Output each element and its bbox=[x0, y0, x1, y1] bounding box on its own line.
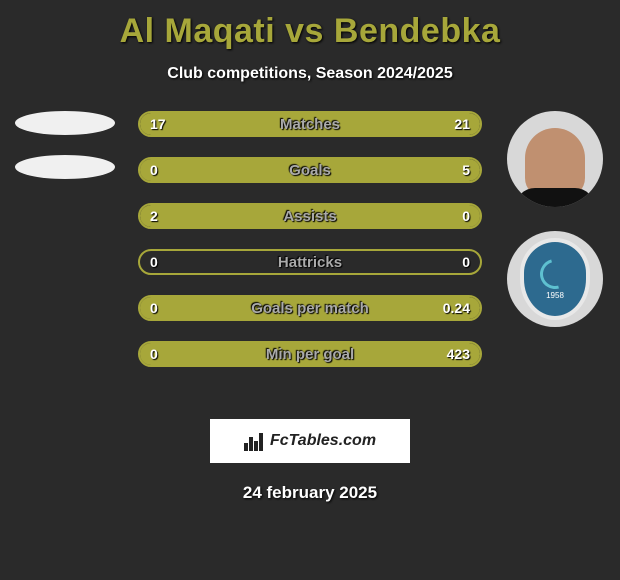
stat-bar-value-right: 5 bbox=[462, 159, 470, 181]
stat-bar-fill-left bbox=[140, 205, 480, 227]
stat-bar-fill-right bbox=[293, 113, 480, 135]
stat-bar-value-left: 2 bbox=[150, 205, 158, 227]
player-left-column bbox=[10, 111, 120, 199]
stat-bar-fill-right bbox=[140, 159, 480, 181]
player-right-club-badge: 1958 bbox=[507, 231, 603, 327]
stat-bar-row: Goals05 bbox=[138, 157, 482, 183]
fctables-logo-icon bbox=[244, 431, 264, 451]
player-left-avatar-placeholder bbox=[15, 111, 115, 135]
stat-bar-value-right: 21 bbox=[454, 113, 470, 135]
comparison-subtitle: Club competitions, Season 2024/2025 bbox=[0, 65, 620, 83]
brand-box: FcTables.com bbox=[210, 419, 410, 463]
stat-bar-value-left: 0 bbox=[150, 251, 158, 273]
player-left-club-placeholder bbox=[15, 155, 115, 179]
stat-bar-value-left: 17 bbox=[150, 113, 166, 135]
stat-bar-row: Assists20 bbox=[138, 203, 482, 229]
club-badge-swirl-icon bbox=[535, 253, 576, 294]
stat-bar-value-left: 0 bbox=[150, 159, 158, 181]
stat-bar-fill-right bbox=[140, 297, 480, 319]
stat-bar-label: Hattricks bbox=[140, 251, 480, 273]
stat-bar-value-right: 423 bbox=[447, 343, 470, 365]
player-head-icon bbox=[525, 128, 585, 198]
stat-bar-value-left: 0 bbox=[150, 297, 158, 319]
stat-bar-value-right: 0 bbox=[462, 251, 470, 273]
stat-bar-value-right: 0.24 bbox=[443, 297, 470, 319]
club-badge-year: 1958 bbox=[546, 291, 564, 300]
comparison-date: 24 february 2025 bbox=[0, 483, 620, 503]
comparison-title: Al Maqati vs Bendebka bbox=[0, 0, 620, 51]
comparison-content: 1958 Matches1721Goals05Assists20Hattrick… bbox=[0, 111, 620, 411]
player-right-column: 1958 bbox=[500, 111, 610, 351]
stat-bar-value-right: 0 bbox=[462, 205, 470, 227]
stat-bar-row: Matches1721 bbox=[138, 111, 482, 137]
stat-bars: Matches1721Goals05Assists20Hattricks00Go… bbox=[138, 111, 482, 387]
stat-bar-row: Min per goal0423 bbox=[138, 341, 482, 367]
stat-bar-row: Goals per match00.24 bbox=[138, 295, 482, 321]
player-right-avatar bbox=[507, 111, 603, 207]
stat-bar-fill-right bbox=[140, 343, 480, 365]
club-badge-icon: 1958 bbox=[520, 238, 590, 320]
stat-bar-value-left: 0 bbox=[150, 343, 158, 365]
stat-bar-row: Hattricks0 0 bbox=[138, 249, 482, 275]
brand-text: FcTables.com bbox=[270, 432, 376, 450]
